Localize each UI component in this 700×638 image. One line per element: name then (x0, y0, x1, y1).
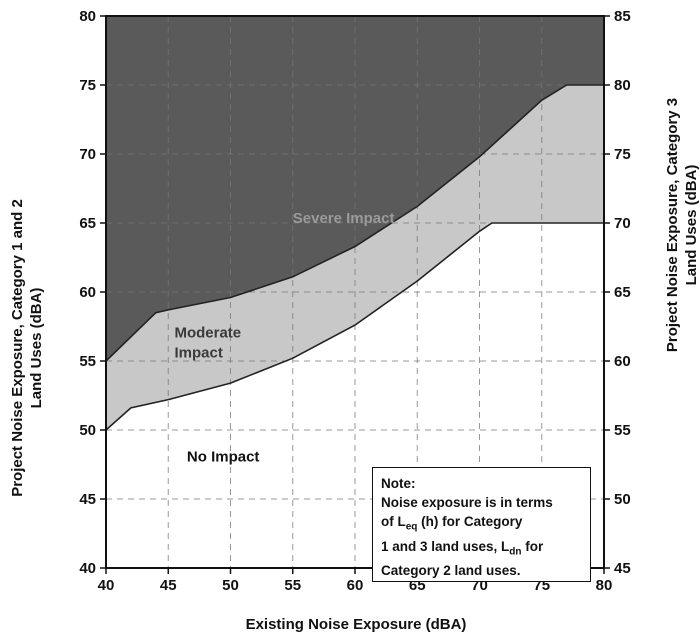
note-line-2: Noise exposure is in terms (381, 495, 553, 510)
x-axis-title: Existing Noise Exposure (dBA) (246, 616, 467, 633)
right-axis-title-line1: Project Noise Exposure, Category 3 (664, 98, 681, 352)
note-line-3: of Leq (h) for Category (381, 514, 523, 533)
left-axis-title-line2: Land Uses (dBA) (28, 288, 45, 409)
bottom-tick-label: 50 (222, 577, 239, 594)
bottom-tick-label: 45 (160, 577, 177, 594)
left-axis-ticks: 40 45 50 55 60 65 70 75 80 (79, 8, 106, 577)
right-tick-label: 70 (614, 215, 631, 232)
right-tick-label: 80 (614, 77, 631, 94)
bottom-axis-ticks: 40 45 50 55 60 65 70 75 80 (98, 568, 613, 594)
bottom-tick-label: 55 (284, 577, 301, 594)
note-box: Note: Noise exposure is in terms of Leq … (372, 467, 591, 582)
right-axis-ticks: 45 50 55 60 65 70 75 80 85 (604, 8, 631, 577)
note-line-5: Category 2 land uses. (381, 563, 521, 579)
bottom-tick-label: 80 (596, 577, 613, 594)
left-tick-label: 40 (79, 560, 96, 577)
bottom-tick-label: 60 (347, 577, 364, 594)
left-tick-label: 80 (79, 8, 96, 25)
left-tick-label: 70 (79, 146, 96, 163)
left-tick-label: 50 (79, 422, 96, 439)
bottom-tick-label: 40 (98, 577, 115, 594)
left-tick-label: 65 (79, 215, 96, 232)
no-impact-label: No Impact (187, 449, 260, 466)
moderate-impact-label: Moderate (174, 325, 241, 342)
right-axis-title-line2: Land Uses (dBA) (683, 165, 700, 286)
left-tick-label: 45 (79, 491, 96, 508)
right-tick-label: 75 (614, 146, 631, 163)
right-tick-label: 55 (614, 422, 631, 439)
right-tick-label: 50 (614, 491, 631, 508)
right-tick-label: 45 (614, 560, 631, 577)
moderate-boundary-line (105, 222, 604, 431)
left-axis-title-line1: Project Noise Exposure, Category 1 and 2 (9, 199, 26, 497)
left-tick-label: 75 (79, 77, 96, 94)
note-line-4: 1 and 3 land uses, Ldn for (381, 538, 544, 558)
left-tick-label: 60 (79, 284, 96, 301)
right-tick-label: 85 (614, 8, 631, 25)
severe-impact-label: Severe Impact (293, 210, 395, 227)
moderate-impact-label-line2: Impact (174, 345, 222, 362)
right-tick-label: 65 (614, 284, 631, 301)
boundary-lines (105, 84, 604, 431)
severe-boundary-line (105, 84, 604, 362)
grid-lines (106, 16, 604, 568)
left-tick-label: 55 (79, 353, 96, 370)
right-tick-label: 60 (614, 353, 631, 370)
note-heading: Note: (381, 476, 416, 491)
region-labels: Severe Impact Moderate Impact No Impact (174, 210, 394, 466)
